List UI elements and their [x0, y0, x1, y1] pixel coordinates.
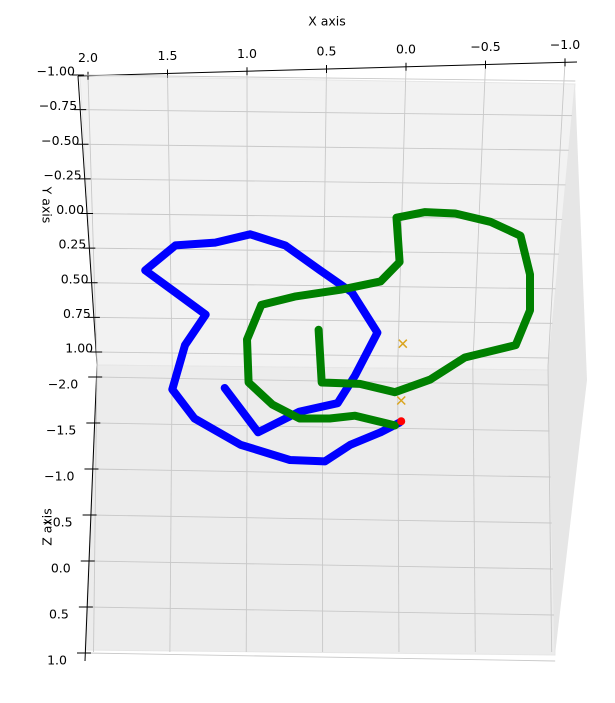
y-tick-label: 0.75 — [63, 306, 91, 321]
y-tick-label: 0.00 — [56, 202, 84, 217]
y-tick-label: 0.25 — [58, 237, 86, 252]
y-tick-label: 1.00 — [65, 341, 93, 356]
x-tick-label: 0.5 — [317, 44, 337, 59]
grid-line — [92, 468, 551, 478]
grid-line — [169, 365, 173, 653]
z-axis-line — [84, 364, 98, 662]
y-tick-label: −1.00 — [37, 64, 75, 79]
trajectory — [243, 208, 534, 430]
grid-line — [84, 178, 566, 186]
grid-line — [322, 69, 327, 367]
x-tick-label: −1.0 — [550, 37, 580, 52]
grid-line — [472, 365, 476, 653]
y-axis-line — [77, 75, 98, 366]
side-pane — [548, 84, 587, 655]
y-axis-label: Y axis — [40, 186, 55, 224]
grid-line — [397, 365, 400, 653]
x-tick-label: 1.5 — [158, 48, 178, 63]
grid-line — [77, 74, 576, 82]
x-marker — [396, 395, 406, 406]
grid-line — [94, 422, 550, 432]
point — [397, 417, 406, 426]
x-tick-label: −0.5 — [470, 39, 500, 54]
grid-line — [93, 365, 98, 653]
grid-line — [86, 606, 555, 616]
z-tick-label: 0.0 — [51, 561, 71, 576]
grid-line — [547, 365, 553, 653]
z-tick-label: 1.0 — [47, 653, 67, 668]
y-tick-label: −0.50 — [41, 133, 79, 148]
x-axis-line — [77, 61, 578, 77]
x-tick-label: 0.0 — [396, 41, 416, 56]
z-axis-label: Z axis — [40, 508, 55, 546]
y-tick-label: −0.75 — [39, 98, 77, 113]
grid-line — [90, 514, 552, 524]
grid-line — [82, 143, 569, 151]
grid-line — [80, 109, 573, 117]
x-tick-label: 1.0 — [237, 46, 257, 61]
grid-line — [93, 316, 553, 324]
grid-line — [167, 73, 173, 367]
z-tick-label: −0.5 — [42, 515, 72, 530]
x-marker — [398, 339, 408, 349]
grid-line — [88, 560, 553, 570]
x-axis-label: X axis — [308, 14, 346, 29]
z-tick-label: −1.0 — [44, 469, 74, 484]
x-tick-label: 2.0 — [78, 50, 98, 65]
y-tick-label: −0.25 — [43, 167, 81, 182]
z-tick-label: 0.5 — [49, 607, 69, 622]
z-tick-label: −1.5 — [46, 423, 76, 438]
z-tick-label: −2.0 — [48, 377, 78, 392]
grid-line — [84, 652, 556, 662]
grid-line — [547, 62, 566, 367]
y-tick-label: 0.50 — [61, 271, 89, 286]
